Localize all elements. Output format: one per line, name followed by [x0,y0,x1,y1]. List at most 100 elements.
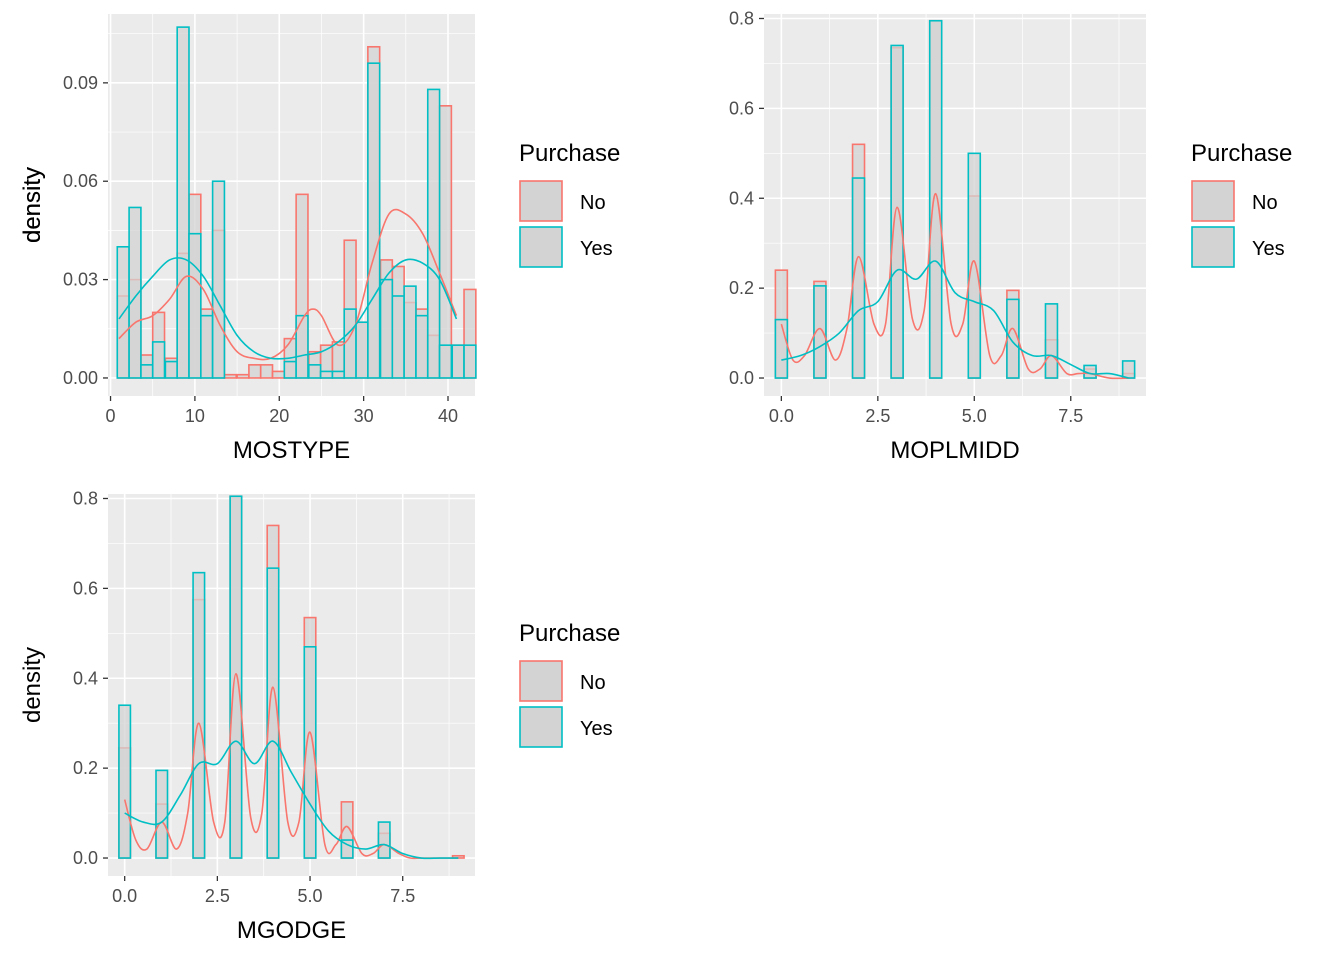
histogram-bar-no [438,105,453,379]
y-tick-label: 0.4 [729,188,754,208]
histogram-bar-no [236,373,250,379]
x-tick-label: 0.0 [769,406,794,426]
chart-panel-mgodge: 0.0 2.5 5.0 7.5 0.0 0.2 0.4 0.6 0.8 MGODGE density… [19,488,620,944]
legend-key-no [519,180,563,222]
y-axis-title: density [19,167,46,243]
histogram-bar-no [259,364,274,379]
plot-background [764,14,1146,396]
histogram-bar-yes [967,152,982,379]
y-tick-label: 0.8 [73,488,98,508]
histogram-bar-yes [295,314,309,379]
legend-title: Purchase [519,140,620,167]
histogram-bar-no [451,854,465,859]
y-tick-label: 0.03 [63,270,98,290]
x-tick-label: 5.0 [298,886,323,906]
legend-label-no: No [580,192,606,214]
x-tick-label: 0 [106,406,116,426]
legend-key-no [519,660,563,702]
histogram-bar-yes [155,769,169,859]
legend-key-yes [519,706,563,748]
histogram-bar-no [223,373,238,379]
histogram-bar-yes [774,318,789,379]
y-axis-title: density [19,647,46,723]
legend: Purchase No Yes [1191,140,1292,268]
histogram-bar-no [271,370,286,379]
histogram-bar-yes [128,206,142,379]
histogram-bar-yes [340,839,354,859]
y-tick-label: 0.6 [729,98,754,118]
histogram-bar-yes [451,344,465,379]
legend: Purchase No Yes [519,620,620,748]
y-tick-label: 0.06 [63,171,98,191]
histogram-bar-yes [890,44,904,379]
histogram-bar-yes [200,314,214,379]
legend-key-no [1191,180,1235,222]
x-tick-label: 40 [438,406,458,426]
x-axis-title: MOPLMIDD [890,437,1019,464]
x-tick-label: 5.0 [962,406,987,426]
histogram-bar-yes [391,295,405,379]
histogram-bar-yes [813,285,827,379]
histogram-bar-yes [438,344,453,379]
histogram-bar-yes [283,360,297,379]
histogram-bar-yes [331,370,346,379]
histogram-bar-yes [928,19,943,379]
y-tick-label: 0.4 [73,668,98,688]
y-tick-label: 0.0 [73,848,98,868]
y-tick-label: 0.2 [729,278,754,298]
histogram-bar-yes [377,821,391,859]
histogram-bar-yes [355,321,369,379]
histogram-bar-yes [1044,303,1059,379]
chart-panel-moplmidd: 0.0 2.5 5.0 7.5 0.0 0.2 0.4 0.6 0.8 MOPLMIDD densi… [19,8,1292,464]
x-axis-title: MOSTYPE [233,437,350,464]
histogram-bar-yes [319,370,334,379]
histogram-bar-yes [426,88,441,379]
x-tick-label: 7.5 [390,886,415,906]
x-tick-label: 20 [269,406,289,426]
legend-key-yes [519,226,563,268]
histogram-bar-yes [367,62,381,379]
density-curve-no [780,192,1129,380]
density-curve-yes [118,257,458,360]
x-tick-label: 2.5 [205,886,230,906]
y-tick-label: 0.6 [73,578,98,598]
legend-label-yes: Yes [580,718,613,740]
histogram-bar-yes [1121,360,1136,379]
histogram-bar-yes [211,180,226,379]
histogram-bar-yes [415,314,429,379]
legend-label-no: No [580,672,606,694]
legend: Purchase No Yes [519,140,620,268]
histogram-bar-yes [266,567,280,859]
legend-label-yes: Yes [1252,238,1285,260]
y-tick-label: 0.8 [729,8,754,28]
x-tick-label: 7.5 [1058,406,1083,426]
y-tick-label: 0.2 [73,758,98,778]
legend-label-no: No [1252,192,1278,214]
histogram-bar-yes [192,571,206,859]
histogram-bar-yes [176,26,190,379]
histogram-bar-yes [303,645,317,859]
x-tick-label: 2.5 [865,406,890,426]
histogram-bar-yes [343,308,357,379]
legend-title: Purchase [1191,140,1292,167]
y-tick-label: 0.00 [63,368,98,388]
y-axis-title: density [19,167,46,243]
histogram-bar-no [248,364,262,379]
histogram-bar-yes [463,344,477,379]
density-curve-no [118,208,458,361]
histogram-bar-yes [379,278,394,379]
legend-label-yes: Yes [580,238,613,260]
x-tick-label: 0.0 [112,886,137,906]
histogram-bar-yes [140,364,154,379]
legend-title: Purchase [519,620,620,647]
histogram-bar-yes [151,341,166,379]
x-tick-label: 30 [354,406,374,426]
x-axis-title: MGODGE [237,917,346,944]
histogram-bar-yes [229,495,243,859]
histogram-bar-yes [118,704,132,859]
density-curve-yes [781,260,1129,379]
y-tick-label: 0.09 [63,73,98,93]
legend-key-yes [1191,226,1235,268]
histogram-bar-yes [307,364,322,379]
